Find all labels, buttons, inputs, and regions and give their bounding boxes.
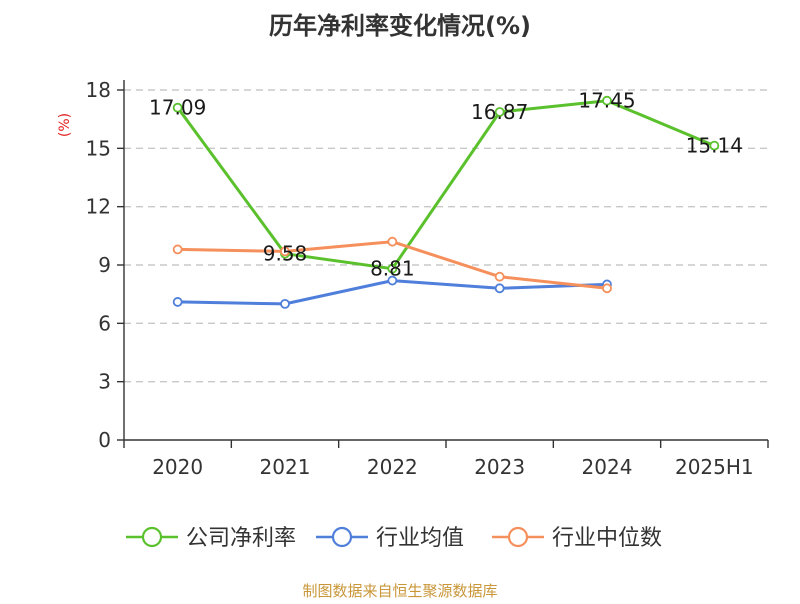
data-point: [387, 263, 398, 274]
data-point: [709, 140, 720, 151]
y-tick-label: 18: [86, 78, 111, 102]
legend-marker: [507, 526, 529, 548]
legend-marker: [141, 526, 163, 548]
series-line: [176, 99, 716, 271]
series-layer: [172, 95, 720, 309]
y-axis-label: (%): [57, 113, 73, 137]
y-tick-label: 6: [98, 311, 111, 335]
data-point: [602, 283, 612, 294]
data-point: [280, 298, 290, 309]
data-label: 8.81: [370, 257, 415, 281]
data-label: 16.87: [471, 100, 528, 124]
x-tick-label: 2021: [260, 455, 311, 479]
data-point: [387, 236, 398, 247]
y-tick-label: 3: [98, 370, 111, 394]
x-tick-label: 2020: [152, 455, 203, 479]
data-point: [387, 275, 398, 286]
data-point: [494, 283, 505, 294]
y-tick-label: 9: [98, 253, 111, 277]
legend-label: 行业中位数: [552, 526, 662, 551]
legend: 公司净利率 行业均值 行业中位数: [126, 526, 662, 551]
axis-layer: 0 3 6 9 12 15 18 2020 2021 2022 2023 2024 2025H1: [86, 78, 769, 479]
y-tick-label: 15: [86, 136, 111, 160]
data-point: [172, 244, 183, 255]
data-label: 9.58: [263, 242, 308, 266]
data-point: [172, 102, 183, 113]
x-tick-label: 2025H1: [675, 455, 754, 479]
data-point: [172, 297, 183, 307]
data-point: [280, 246, 290, 257]
legend-label: 公司净利率: [186, 526, 296, 551]
data-label: 15.14: [686, 134, 743, 158]
source-note: 制图数据来自恒生聚源数据库: [302, 582, 497, 600]
legend-marker: [331, 526, 353, 548]
data-label: 17.09: [149, 96, 206, 120]
data-label-layer: 17.09 9.58 8.81 16.87 17.45 15.14: [149, 89, 743, 281]
x-tick-label: 2024: [582, 455, 633, 479]
data-point: [602, 95, 612, 106]
y-tick-label: 0: [98, 428, 111, 452]
grid-layer: [124, 89, 768, 383]
data-point: [494, 107, 505, 117]
chart-title: 历年净利率变化情况(%): [269, 12, 531, 40]
y-tick-label: 12: [86, 195, 111, 219]
data-label: 17.45: [578, 89, 635, 113]
x-tick-label: 2022: [367, 455, 418, 479]
legend-label: 行业均值: [376, 526, 464, 551]
x-tick-label: 2023: [474, 455, 525, 479]
data-point: [494, 271, 505, 282]
